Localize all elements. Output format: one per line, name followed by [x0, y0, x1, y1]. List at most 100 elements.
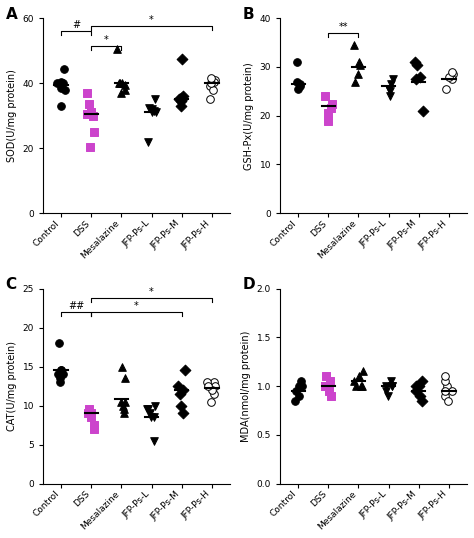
- Point: [356, 60, 364, 69]
- Point: [120, 409, 128, 417]
- Point: [150, 107, 158, 115]
- Point: [60, 370, 67, 379]
- Point: [90, 424, 98, 433]
- Point: [89, 111, 97, 120]
- Point: [116, 79, 123, 88]
- Point: [54, 79, 61, 88]
- Point: [87, 413, 94, 422]
- Text: B: B: [243, 6, 255, 22]
- Point: [178, 95, 185, 104]
- Point: [322, 92, 329, 101]
- Y-axis label: CAT(U/mg protein): CAT(U/mg protein): [7, 341, 17, 431]
- Point: [150, 436, 158, 445]
- Point: [152, 108, 159, 117]
- Text: *: *: [149, 287, 154, 297]
- Point: [86, 405, 93, 414]
- Point: [206, 95, 214, 104]
- Point: [120, 405, 128, 414]
- Point: [382, 387, 390, 395]
- Point: [448, 68, 456, 76]
- Point: [412, 75, 420, 83]
- Point: [177, 94, 184, 102]
- Text: *: *: [104, 35, 109, 45]
- Point: [146, 103, 153, 112]
- Point: [121, 81, 129, 89]
- Point: [118, 79, 126, 88]
- Point: [441, 372, 448, 380]
- Text: C: C: [6, 277, 17, 292]
- Point: [84, 409, 92, 417]
- Point: [350, 41, 358, 49]
- Point: [293, 58, 301, 66]
- Point: [54, 370, 62, 379]
- Point: [449, 70, 457, 79]
- Point: [321, 382, 329, 391]
- Point: [210, 390, 218, 398]
- Point: [296, 80, 303, 88]
- Point: [211, 76, 219, 84]
- Point: [145, 405, 152, 414]
- Point: [57, 102, 65, 110]
- Point: [147, 413, 155, 422]
- Point: [83, 110, 91, 118]
- Point: [90, 421, 98, 429]
- Point: [58, 77, 65, 86]
- Point: [389, 75, 397, 83]
- Point: [293, 77, 301, 86]
- Point: [178, 54, 185, 63]
- Point: [204, 378, 211, 386]
- Point: [445, 73, 453, 81]
- Point: [328, 99, 336, 108]
- Point: [211, 382, 219, 391]
- Point: [297, 377, 305, 386]
- Point: [117, 89, 125, 97]
- Point: [412, 382, 419, 391]
- Point: [177, 102, 184, 110]
- Point: [358, 382, 365, 391]
- Point: [417, 392, 424, 400]
- Point: [86, 142, 94, 151]
- Y-axis label: GSH-Px(U/mg protein): GSH-Px(U/mg protein): [244, 62, 254, 169]
- Point: [207, 74, 214, 83]
- Point: [119, 401, 127, 410]
- Point: [327, 392, 335, 400]
- Point: [321, 382, 329, 391]
- Point: [178, 97, 185, 105]
- Point: [324, 109, 331, 117]
- Point: [208, 398, 215, 406]
- Point: [388, 382, 396, 391]
- Point: [327, 104, 334, 112]
- Point: [152, 95, 159, 104]
- Point: [83, 89, 91, 97]
- Point: [181, 366, 188, 375]
- Point: [418, 397, 426, 405]
- Point: [122, 398, 129, 406]
- Point: [208, 79, 215, 88]
- Point: [207, 82, 214, 91]
- Point: [441, 387, 449, 395]
- Point: [351, 77, 359, 86]
- Point: [298, 382, 306, 391]
- Text: D: D: [243, 277, 255, 292]
- Point: [443, 382, 451, 391]
- Point: [208, 386, 215, 394]
- Point: [150, 413, 157, 422]
- Point: [416, 73, 423, 81]
- Point: [411, 58, 419, 66]
- Text: ##: ##: [68, 301, 84, 311]
- Point: [355, 58, 363, 66]
- Point: [387, 80, 394, 88]
- Point: [145, 137, 152, 146]
- Point: [418, 377, 425, 386]
- Point: [413, 60, 421, 69]
- Point: [291, 397, 299, 405]
- Point: [146, 409, 154, 417]
- Point: [179, 409, 186, 417]
- Point: [59, 79, 67, 88]
- Point: [57, 366, 65, 375]
- Point: [90, 128, 98, 136]
- Point: [62, 86, 69, 94]
- Point: [415, 382, 423, 391]
- Point: [177, 401, 185, 410]
- Point: [148, 105, 155, 114]
